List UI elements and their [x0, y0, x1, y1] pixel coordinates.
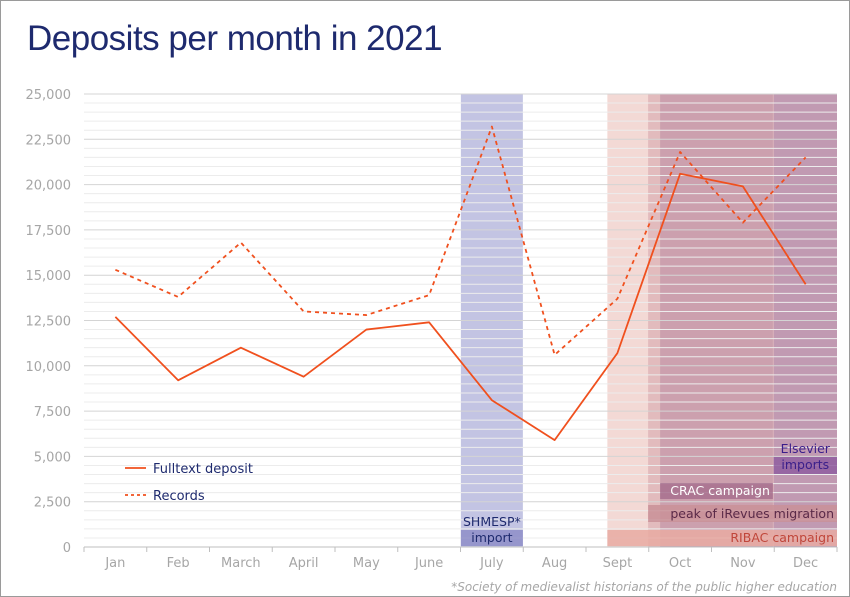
y-tick-label: 10,000 [26, 360, 72, 375]
annotation-label-line2-1: import [471, 530, 512, 545]
annotation-labels: SHMESP*import RIBAC campaign peak of iRevu… [460, 441, 837, 546]
annotation-label-4: CRAC campaign [670, 483, 770, 498]
x-tick-label: Dec [793, 556, 818, 571]
y-tick-label: 22,500 [26, 133, 72, 148]
x-tick-label: Jan [104, 556, 125, 571]
legend-label-records: Records [153, 489, 205, 504]
annotation-label-bg-5 [773, 457, 837, 474]
x-tick-label: Aug [542, 556, 567, 571]
x-tick-label: Feb [167, 556, 190, 571]
annotation-label-bg-1 [460, 530, 523, 546]
annotation-label-line1-5: Elsevier [781, 441, 831, 456]
annotation-label-bg-4 [660, 483, 773, 499]
annotation-label-bg-2 [607, 530, 837, 546]
annotation-label-line1-1: SHMESP* [463, 514, 521, 529]
legend-label-fulltext: Fulltext deposit [153, 462, 253, 477]
x-tick-label: Sept [603, 556, 633, 571]
series-line-fulltext-deposit [114, 172, 807, 441]
y-tick-label: 17,500 [26, 224, 72, 239]
series-lines [114, 125, 807, 441]
y-tick-label: 5,000 [34, 450, 71, 465]
annotation-label-line2-5: imports [781, 457, 829, 472]
y-tick-label: 25,000 [26, 88, 72, 103]
y-tick-label: 0 [63, 541, 71, 556]
x-tick-label: March [221, 556, 261, 571]
y-tick-label: 15,000 [26, 269, 72, 284]
y-tick-label: 7,500 [34, 405, 71, 420]
x-tick-label: Oct [669, 556, 691, 571]
y-tick-label: 12,500 [26, 315, 72, 330]
footnote: *Society of medievalist historians of th… [451, 580, 837, 594]
annotation-label-bg-3 [648, 505, 837, 522]
y-tick-label: 20,000 [26, 179, 72, 194]
x-tick-label: May [353, 556, 380, 571]
legend: Fulltext deposit Records [125, 462, 253, 504]
series-line-records [115, 125, 807, 356]
chart-title: Deposits per month in 2021 [27, 19, 443, 58]
x-tick-label: Nov [730, 556, 756, 571]
axes: 0 2,500 5,000 7,500 10,000 12,500 15,000 17,500… [26, 88, 838, 571]
annotation-label-3: peak of iRevues migration [670, 506, 834, 521]
x-tick-label: July [479, 556, 504, 571]
x-tick-label: June [414, 556, 443, 571]
annotation-label-2: RIBAC campaign [730, 530, 834, 545]
y-tick-label: 2,500 [34, 496, 71, 511]
x-tick-label: April [289, 556, 319, 571]
